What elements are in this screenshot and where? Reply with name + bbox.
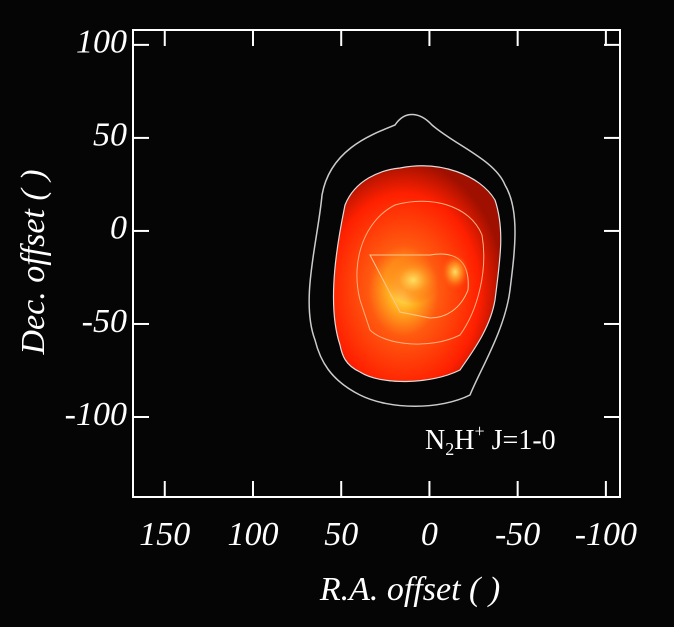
annotation-part: + — [474, 421, 484, 441]
x-tick-label: 100 — [227, 516, 278, 553]
y-tick-label: -50 — [82, 303, 127, 340]
annotation: N2H+ J=1-0 — [425, 421, 556, 459]
annotation-part: 2 — [445, 439, 454, 459]
y-axis-label: Dec. offset ( ) — [15, 169, 52, 355]
x-tick-label: -50 — [495, 516, 540, 553]
y-tick-label: 50 — [93, 117, 127, 154]
y-tick-label: 100 — [76, 24, 127, 61]
annotation-part: N — [425, 425, 445, 456]
annotation-part: J=1-0 — [485, 425, 556, 456]
x-tick-label: 150 — [139, 516, 190, 553]
x-tick-label: -100 — [575, 516, 637, 553]
y-tick-label: 0 — [110, 210, 127, 247]
x-axis-label: R.A. offset ( ) — [319, 571, 500, 608]
x-tick-label: 0 — [421, 516, 438, 553]
annotation-part: H — [454, 425, 474, 456]
x-tick-label: 50 — [324, 516, 358, 553]
chart: R.A. offset ( ) Dec. offset ( ) N2H+ J=1… — [0, 0, 674, 627]
y-tick-label: -100 — [65, 396, 127, 433]
